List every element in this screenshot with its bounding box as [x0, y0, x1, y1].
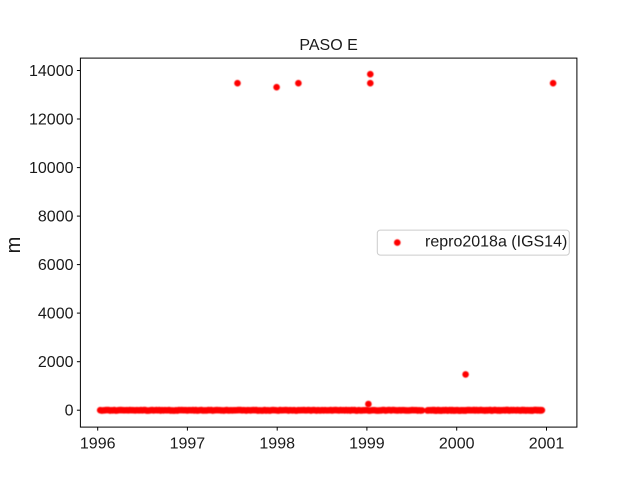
- svg-text:8000: 8000: [38, 209, 74, 226]
- svg-text:2001: 2001: [529, 436, 565, 453]
- svg-text:12000: 12000: [29, 111, 74, 128]
- svg-text:m: m: [3, 237, 25, 254]
- svg-text:10000: 10000: [29, 160, 74, 177]
- svg-text:PASO E: PASO E: [299, 37, 357, 54]
- svg-text:6000: 6000: [38, 257, 74, 274]
- svg-text:2000: 2000: [38, 354, 74, 371]
- svg-text:4000: 4000: [38, 306, 74, 323]
- svg-text:14000: 14000: [29, 63, 74, 80]
- svg-text:repro2018a (IGS14): repro2018a (IGS14): [425, 233, 567, 250]
- svg-text:1997: 1997: [170, 436, 206, 453]
- svg-text:1999: 1999: [349, 436, 385, 453]
- svg-text:2000: 2000: [439, 436, 475, 453]
- svg-text:1998: 1998: [259, 436, 295, 453]
- svg-text:0: 0: [65, 403, 74, 420]
- svg-text:1996: 1996: [80, 436, 116, 453]
